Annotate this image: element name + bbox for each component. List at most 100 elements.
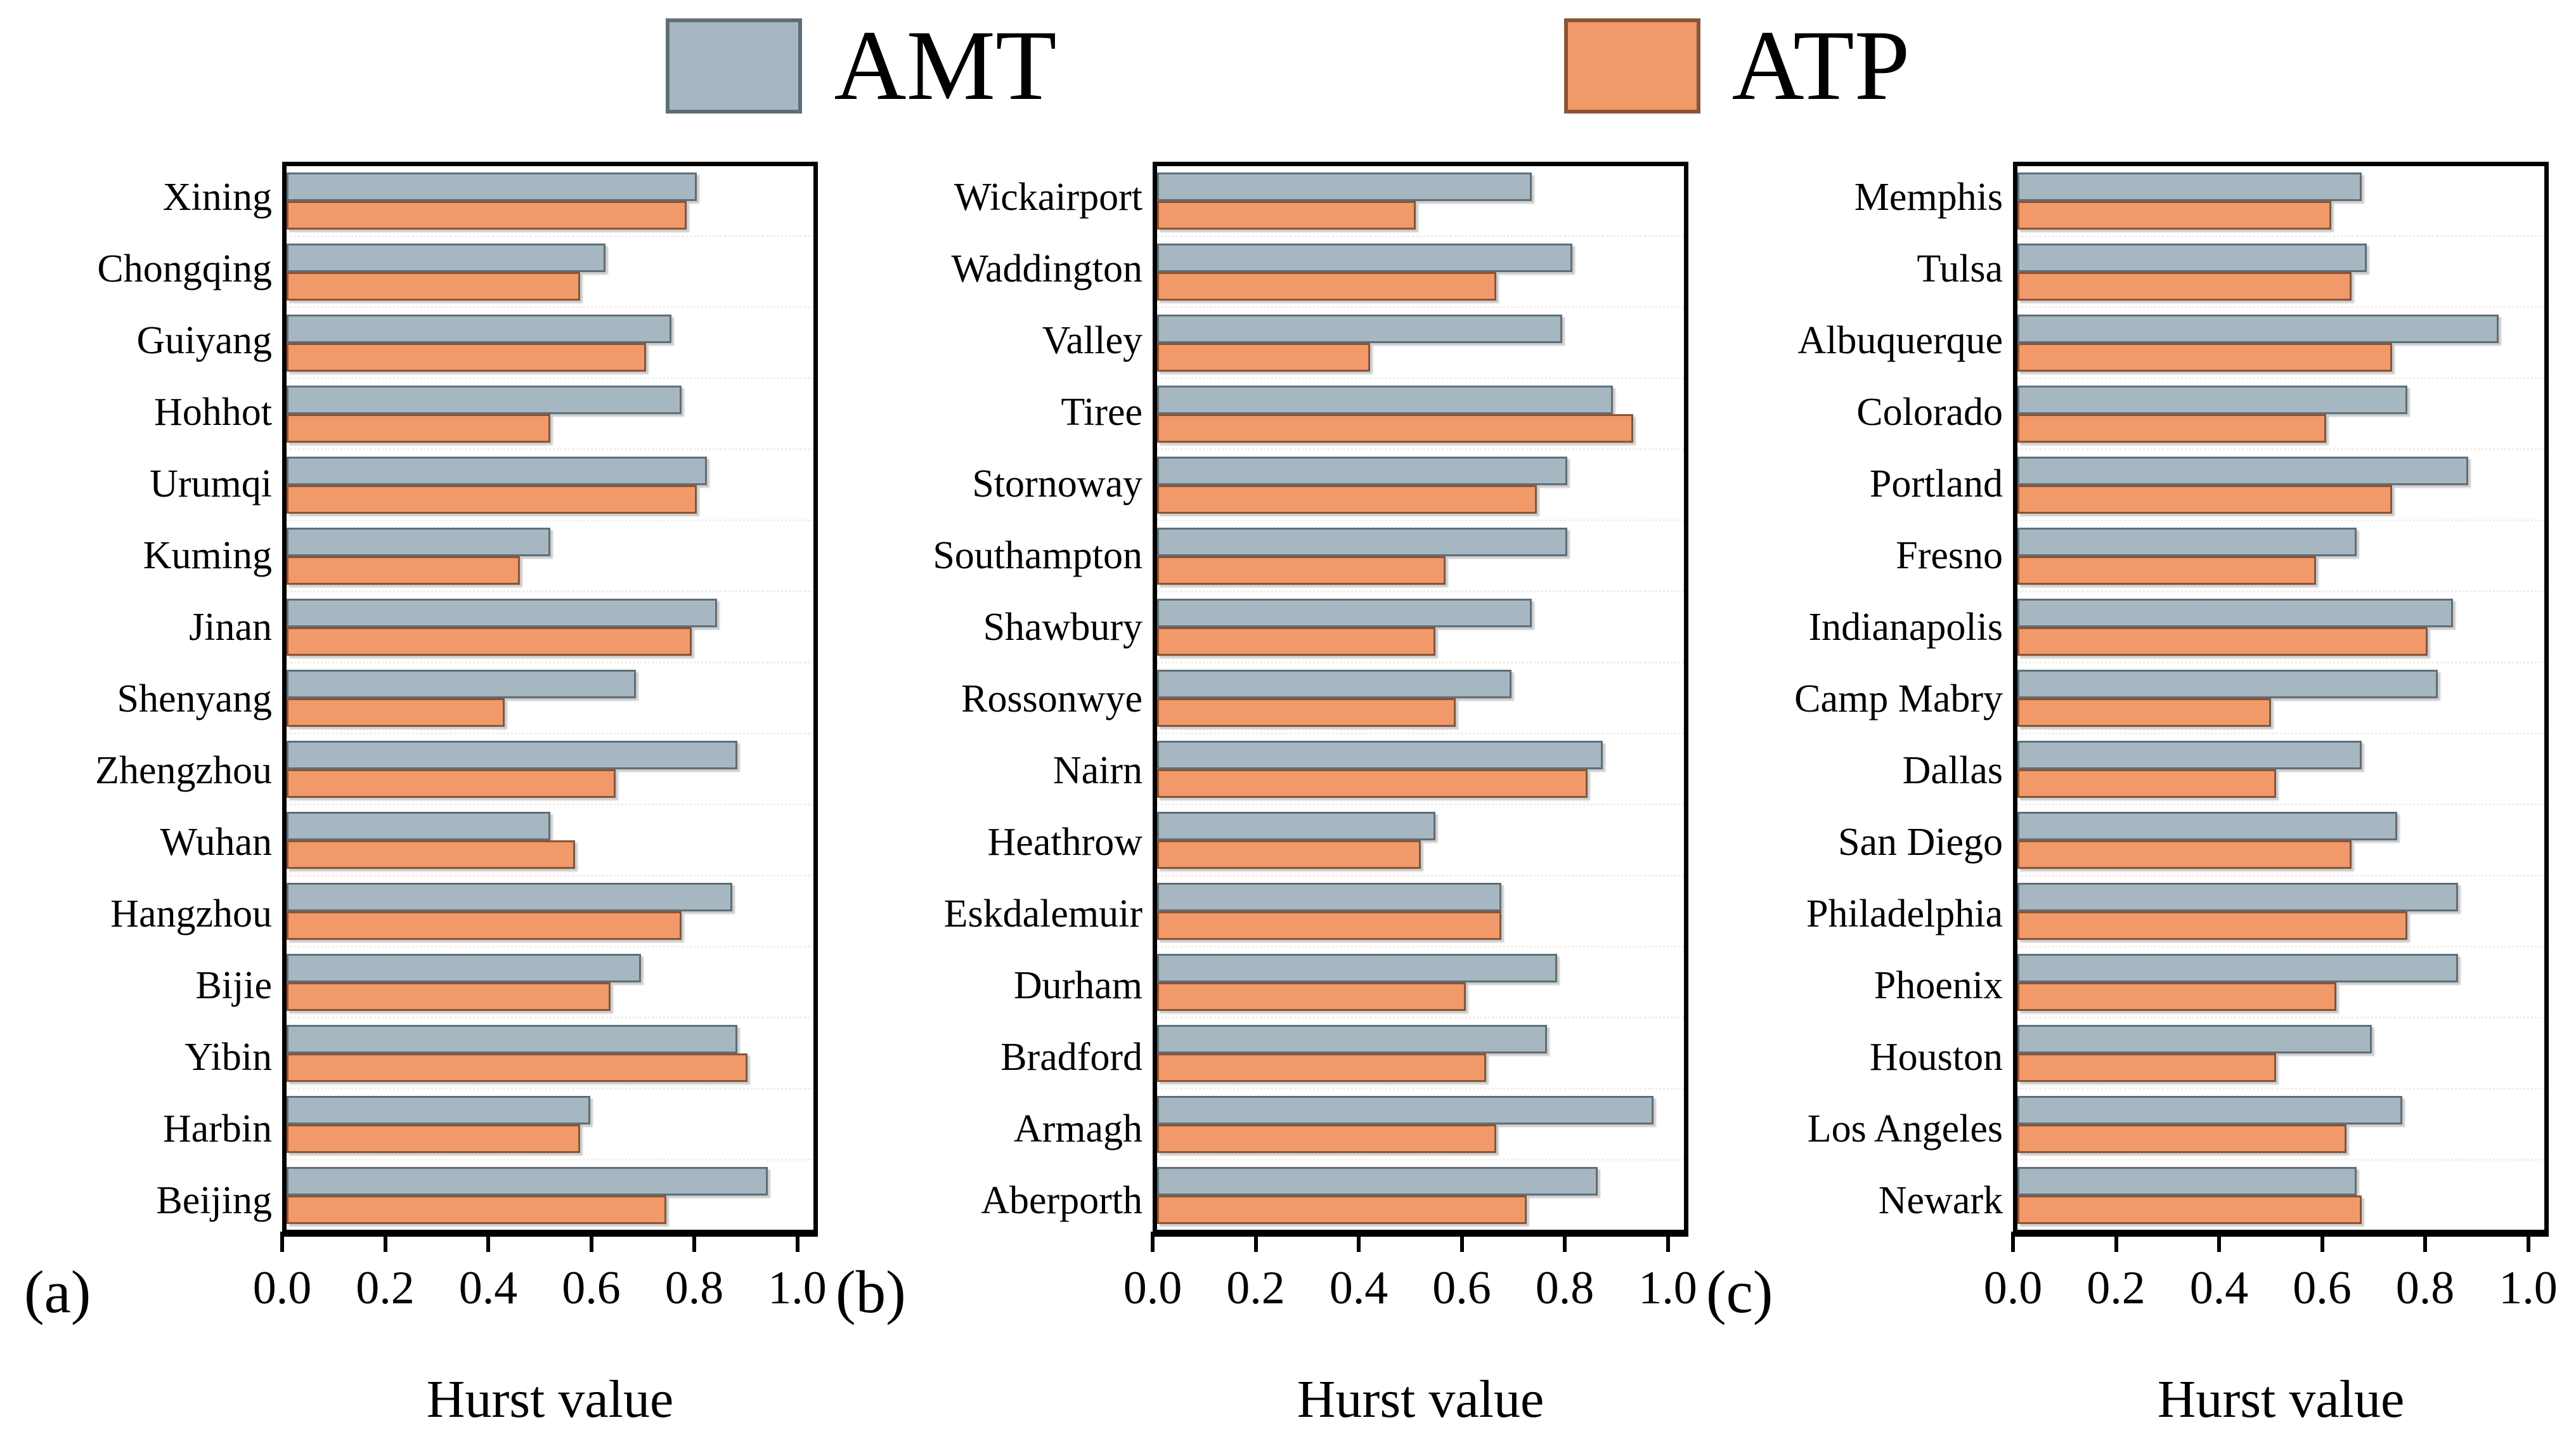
x-tick-mark — [1666, 1232, 1670, 1252]
category-label: Philadelphia — [1806, 892, 2003, 935]
bar-amt — [2017, 172, 2362, 201]
bar-group — [287, 377, 813, 448]
x-tick-label: 0.6 — [1432, 1262, 1491, 1314]
bar-atp — [287, 982, 611, 1011]
bar-atp — [287, 627, 692, 656]
bar-amt — [1157, 1024, 1548, 1053]
bar-amt — [1157, 669, 1512, 698]
x-tick-mark — [1563, 1232, 1567, 1252]
bar-group — [1157, 1159, 1684, 1230]
bar-amt — [1157, 1095, 1654, 1124]
category-label: Waddington — [951, 247, 1142, 290]
bar-atp — [1157, 485, 1537, 514]
bar-amt — [1157, 882, 1502, 911]
bar-amt — [1157, 811, 1436, 840]
bar-atp — [1157, 911, 1502, 940]
bar-atp — [287, 200, 687, 230]
category-labels: Memphis Tulsa Albuquerque Colorado Portland F… — [1688, 162, 2013, 1237]
bar-group — [2017, 235, 2544, 306]
category-labels: Xining Chongqing Guiyang Hohhot Urumqi Kuming… — [6, 162, 282, 1237]
bar-atp — [287, 414, 550, 443]
category-label: Armagh — [1013, 1107, 1142, 1150]
bar-group — [1157, 377, 1684, 448]
category-label: Hohhot — [154, 391, 272, 434]
bar-atp — [1157, 1124, 1497, 1153]
bar-amt — [287, 1095, 591, 1124]
bar-atp — [287, 485, 697, 514]
bar-atp — [2017, 556, 2317, 585]
category-labels: Wickairport Waddington Valley Tiree Stornowa… — [818, 162, 1153, 1237]
bar-atp — [2017, 698, 2271, 727]
x-tick-mark — [1151, 1232, 1155, 1252]
bar-group — [1157, 519, 1684, 590]
bar-amt — [2017, 527, 2357, 556]
bar-group — [1157, 306, 1684, 377]
x-tick-mark — [589, 1232, 593, 1252]
bar-group — [1157, 661, 1684, 733]
bar-amt — [2017, 882, 2459, 911]
bar-group — [2017, 946, 2544, 1017]
bar-amt — [287, 811, 550, 840]
bar-atp — [1157, 1053, 1487, 1082]
bar-amt — [2017, 456, 2469, 485]
x-tick-label: 0.8 — [1535, 1262, 1595, 1314]
bar-atp — [2017, 414, 2327, 443]
category-label: Camp Mabry — [1794, 677, 2003, 720]
bar-amt — [1157, 314, 1563, 343]
bar-atp — [2017, 342, 2393, 372]
x-tick-mark — [692, 1232, 696, 1252]
bar-amt — [287, 456, 708, 485]
bar-amt — [2017, 740, 2362, 769]
category-label: Valley — [1042, 319, 1142, 362]
category-label: Memphis — [1854, 176, 2003, 219]
category-label: Stornoway — [972, 462, 1142, 505]
category-label: Bijie — [195, 964, 272, 1007]
x-tick-label: 0.4 — [1329, 1262, 1388, 1314]
panel-c: Memphis Tulsa Albuquerque Colorado Portland F… — [1688, 162, 2558, 1430]
category-label: Shawbury — [983, 606, 1142, 649]
x-tick-mark — [280, 1232, 284, 1252]
x-tick-labels: 0.0 0.2 0.4 0.6 0.8 1.0 — [1984, 1265, 2558, 1323]
bar-amt — [1157, 953, 1558, 982]
bar-amt — [2017, 1166, 2357, 1195]
category-label: Yibin — [184, 1036, 272, 1079]
bar-group — [1157, 804, 1684, 875]
category-label: Nairn — [1052, 749, 1142, 792]
bar-atp — [2017, 840, 2352, 869]
bar-atp — [2017, 1053, 2276, 1082]
bar-amt — [1157, 385, 1614, 414]
legend-item-atp: ATP — [1563, 16, 1910, 116]
bar-atp — [1157, 769, 1588, 798]
category-label: Kuming — [143, 534, 272, 577]
bar-group — [2017, 733, 2544, 804]
category-label: Durham — [1013, 964, 1142, 1007]
bar-amt — [2017, 811, 2398, 840]
bar-group — [1157, 1088, 1684, 1159]
x-ticks — [2011, 1232, 2549, 1256]
bar-atp — [2017, 1124, 2347, 1153]
bar-atp — [287, 1053, 748, 1082]
panel-a: Xining Chongqing Guiyang Hohhot Urumqi Kuming… — [6, 162, 827, 1430]
x-tick-labels: 0.0 0.2 0.4 0.6 0.8 1.0 — [1123, 1262, 1697, 1323]
bar-amt — [287, 243, 606, 272]
x-tick-mark — [1253, 1232, 1258, 1252]
x-tick-label: 1.0 — [1638, 1262, 1697, 1314]
bar-group — [2017, 448, 2544, 519]
legend-label-amt: AMT — [834, 10, 1057, 121]
x-tick-mark — [383, 1232, 387, 1252]
bar-group — [1157, 166, 1684, 235]
x-tick-mark — [2011, 1232, 2015, 1252]
category-label: Jinan — [189, 606, 272, 649]
bar-atp — [287, 911, 682, 940]
x-tick-mark — [486, 1232, 490, 1252]
bar-group — [2017, 1159, 2544, 1230]
category-label: Phoenix — [1874, 964, 2003, 1007]
bar-atp — [287, 840, 576, 869]
bar-group — [287, 875, 813, 946]
category-label: Harbin — [162, 1107, 272, 1150]
legend: AMT ATP — [0, 16, 2576, 116]
category-label: Urumqi — [150, 462, 272, 505]
bar-group — [2017, 306, 2544, 377]
bar-group — [287, 661, 813, 733]
bar-group — [2017, 519, 2544, 590]
